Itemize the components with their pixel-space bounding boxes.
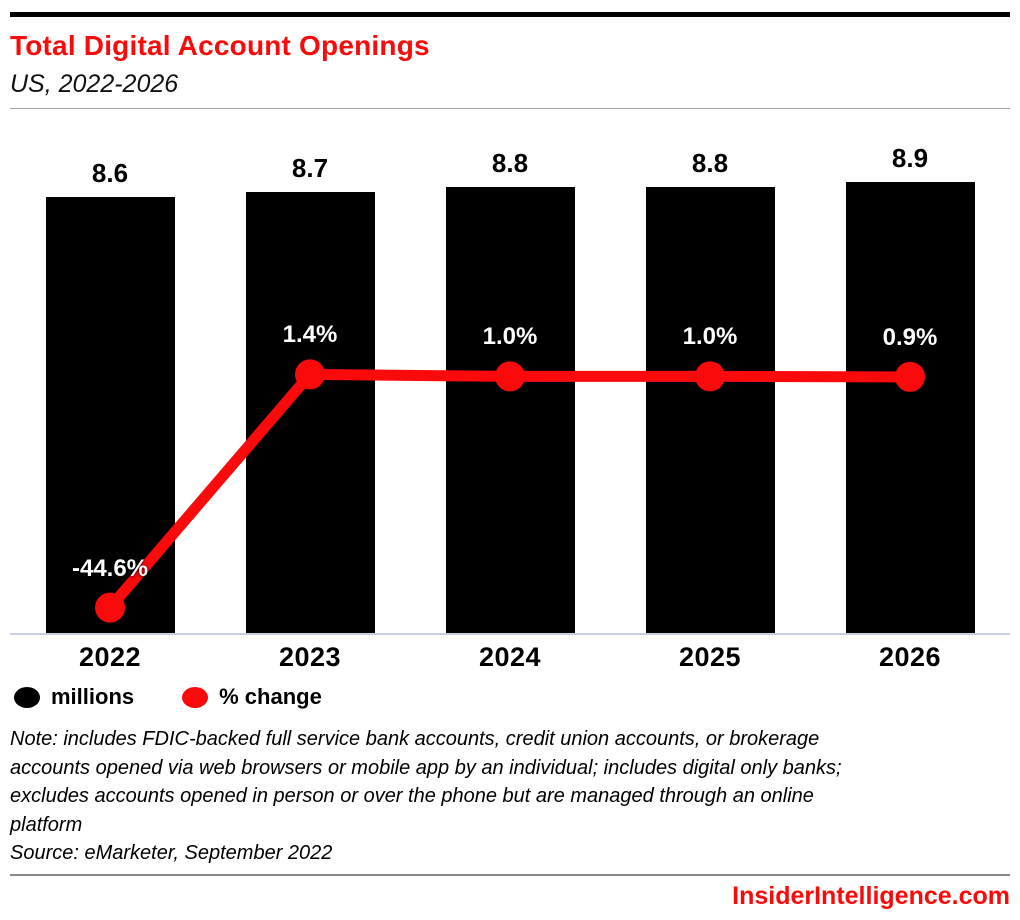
line-point-2023: [295, 359, 325, 390]
top-rule: [10, 12, 1010, 17]
line-point-2022: [95, 592, 125, 623]
bar-value-label-2023: 8.7: [291, 153, 329, 183]
legend: millions % change: [14, 684, 1010, 710]
note-block: Note: includes FDIC-backed full service …: [10, 725, 990, 868]
chart-plot: 8.6 8.7 8.8 8.8 8.9 -44.6% 1.4% 1.0% 1.0% 0.9%: [10, 128, 1010, 635]
bar-value-label-2026: 8.9: [891, 143, 929, 173]
x-axis-labels: 2022 2023 2024 2025 2026: [10, 635, 1010, 675]
pct-label-2024: 1.0%: [482, 323, 538, 351]
x-axis-label-2022: 2022: [78, 642, 142, 672]
bar-2023: [245, 192, 375, 633]
pct-label-2023: 1.4%: [282, 321, 338, 349]
x-axis-label-2025: 2025: [678, 642, 742, 672]
x-axis-label-2023: 2023: [278, 642, 342, 672]
line-point-2024: [495, 361, 525, 392]
x-axis-label-2024: 2024: [478, 642, 542, 672]
legend-label: millions: [51, 684, 135, 709]
bar-2026: [845, 182, 975, 633]
bar-value-label-2022: 8.6: [91, 158, 129, 188]
pct-label-2022: -44.6%: [71, 554, 149, 582]
chart-note-line: excludes accounts opened in person or ov…: [10, 785, 814, 807]
x-axis-label-2026: 2026: [878, 642, 942, 672]
legend-marker-icon: [182, 686, 209, 708]
pct-change-line: [95, 359, 925, 623]
legend-marker-icon: [14, 686, 40, 708]
bar-2025: [645, 187, 775, 633]
chart-note-line: platform: [10, 813, 83, 836]
footer-divider: [10, 873, 1010, 876]
line-segment: [105, 368, 911, 612]
bar-2024: [445, 187, 575, 633]
page-title: Total Digital Account Openings: [10, 30, 430, 61]
line-point-2025: [695, 361, 725, 392]
bar-value-label-2025: 8.8: [691, 148, 729, 178]
chart-source: Source: eMarketer, September 2022: [10, 842, 333, 864]
chart-note-line: accounts opened via web browsers or mobi…: [10, 756, 842, 779]
bar-value-label-2024: 8.8: [491, 148, 529, 178]
page-subtitle: US, 2022-2026: [10, 70, 179, 98]
line-point-2026: [895, 361, 925, 392]
chart-note-line: Note: includes FDIC-backed full service …: [10, 728, 820, 750]
legend-item-millions: millions: [14, 684, 134, 710]
brand-link[interactable]: InsiderIntelligence.com: [732, 881, 1010, 910]
subtitle-divider: [10, 108, 1010, 109]
legend-item--change: % change: [182, 684, 322, 710]
pct-label-2025: 1.0%: [682, 323, 738, 351]
pct-label-2026: 0.9%: [882, 323, 938, 351]
legend-label: % change: [219, 684, 322, 709]
